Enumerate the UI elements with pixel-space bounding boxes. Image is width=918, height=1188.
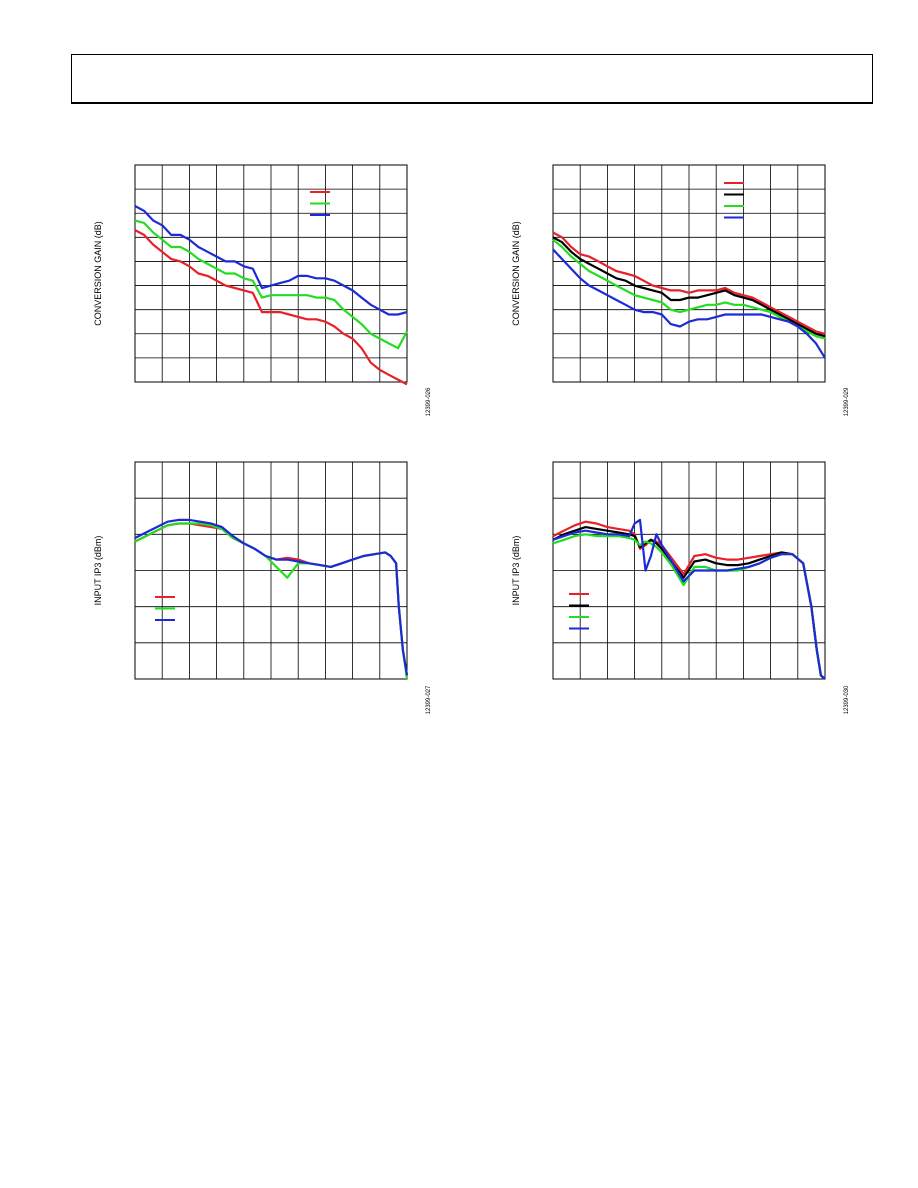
series-line-3: [134, 518, 409, 676]
figure-id: 12399-027: [426, 685, 432, 714]
series-line-3: [552, 238, 826, 340]
series-line-2: [134, 219, 408, 350]
plot-frame: [552, 461, 826, 680]
chart-legend: [155, 596, 175, 621]
chart-2: CONVERSION GAIN (dB) 12399-029: [511, 164, 850, 416]
plot-frame: [134, 164, 408, 383]
chart-3: INPUT IP3 (dBm) 12399-027: [93, 461, 432, 714]
chart-legend: [724, 182, 744, 219]
plot-frame: [134, 461, 408, 680]
series-line-2: [552, 236, 826, 338]
y-axis-label: CONVERSION GAIN (dB): [511, 221, 521, 326]
page-header-box: [71, 54, 873, 104]
series-line-4: [552, 518, 826, 680]
y-axis-label: INPUT IP3 (dBm): [511, 536, 521, 606]
chart-grid: [135, 462, 407, 679]
chart-legend: [569, 593, 589, 630]
plot-frame: [552, 164, 826, 383]
figure-id: 12399-029: [844, 387, 850, 416]
series-line-4: [552, 248, 826, 359]
figure-id: 12399-030: [844, 685, 850, 714]
series-line-3: [134, 205, 408, 316]
series-line-1: [134, 229, 408, 386]
series-line-1: [552, 231, 826, 335]
chart-grid: [553, 462, 825, 679]
y-axis-label: CONVERSION GAIN (dB): [93, 221, 103, 326]
chart-4: INPUT IP3 (dBm) 12399-030: [511, 461, 850, 714]
y-axis-label: INPUT IP3 (dBm): [93, 536, 103, 606]
chart-1: CONVERSION GAIN (dB) 12399-026: [93, 164, 432, 416]
chart-legend: [310, 191, 330, 216]
figure-id: 12399-026: [426, 387, 432, 416]
chart-grid: [135, 165, 407, 382]
